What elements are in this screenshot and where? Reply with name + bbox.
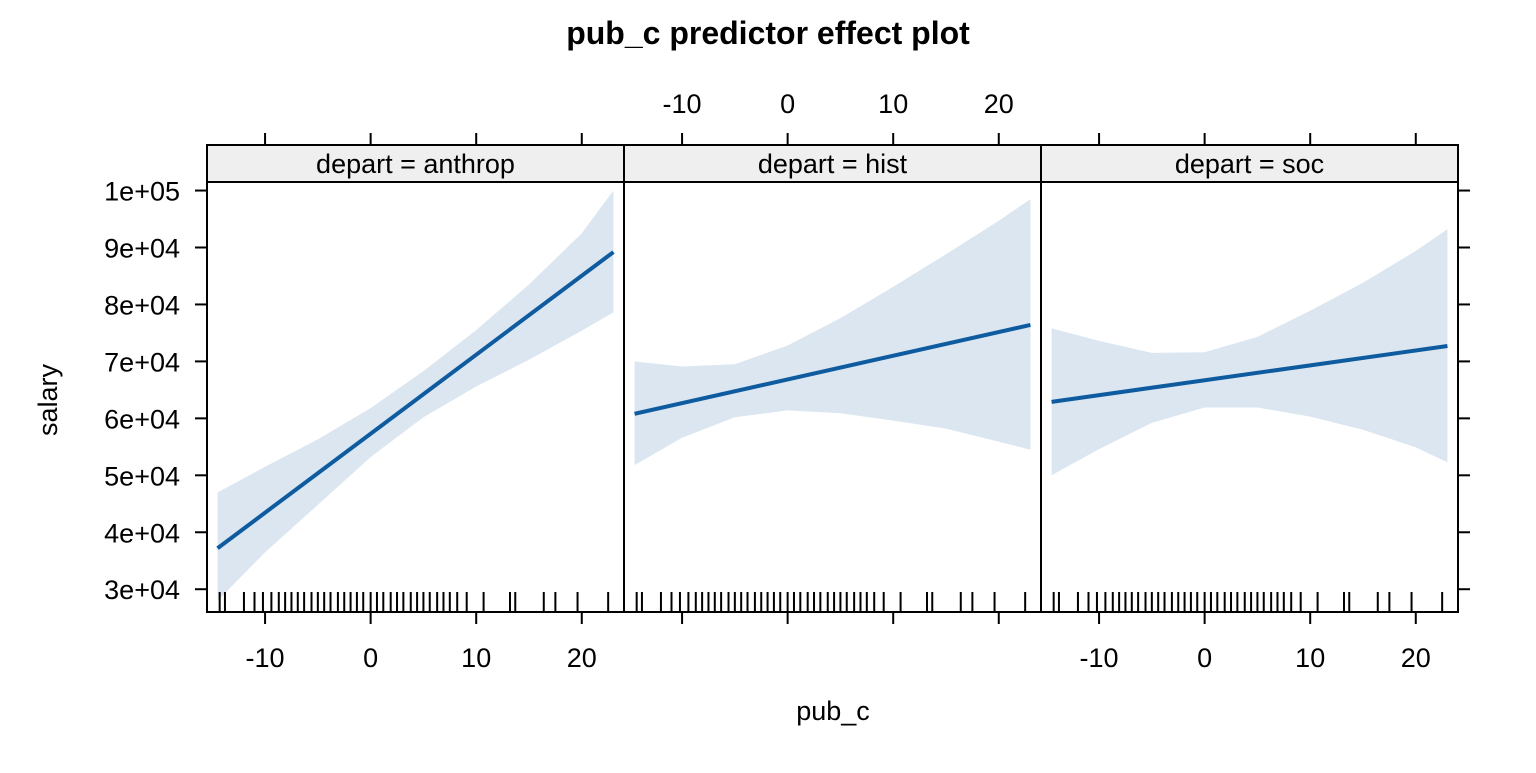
panel-3: depart = soc -10 0 10 20 xyxy=(1040,133,1459,673)
x-tick-label: -10 xyxy=(246,643,285,673)
strip-background xyxy=(206,144,625,183)
fit-line xyxy=(216,250,615,550)
confidence-band xyxy=(217,190,614,601)
strip-label: depart = soc xyxy=(1175,149,1324,179)
fit-line xyxy=(634,323,1031,416)
x-tick-label: 20 xyxy=(1401,643,1431,673)
fit-line xyxy=(1051,344,1448,404)
panels-layer: depart = anthrop -10 0 10 20 depart = hist -10… xyxy=(104,89,1470,673)
y-tick-label: 8e+04 xyxy=(104,290,180,320)
confidence-band xyxy=(634,199,1031,466)
y-tick-label: 1e+05 xyxy=(104,177,180,207)
y-tick-label: 4e+04 xyxy=(104,518,180,548)
panel-1: depart = anthrop -10 0 10 20 xyxy=(206,133,625,673)
x-tick-label: 10 xyxy=(461,643,491,673)
x-tick-label: 10 xyxy=(1295,643,1325,673)
y-tick-label: 5e+04 xyxy=(104,461,180,491)
x-tick-label: -10 xyxy=(1080,643,1119,673)
y-tick-label: 7e+04 xyxy=(104,347,180,377)
x-axis-label: pub_c xyxy=(796,696,870,726)
confidence-band xyxy=(1051,229,1448,476)
strip-label: depart = anthrop xyxy=(316,149,515,179)
strip-background xyxy=(1040,144,1459,183)
x-tick-label-top: 10 xyxy=(878,89,908,119)
panel-2: depart = hist -10 0 10 20 xyxy=(623,89,1042,624)
y-axis-label: salary xyxy=(33,363,63,436)
y-tick-label: 9e+04 xyxy=(104,233,180,263)
x-tick-label-top: 0 xyxy=(780,89,795,119)
panel-border xyxy=(1040,181,1459,613)
x-tick-label: 20 xyxy=(567,643,597,673)
y-tick-label: 3e+04 xyxy=(104,575,180,605)
strip-label: depart = hist xyxy=(758,149,908,179)
x-tick-label-top: 20 xyxy=(984,89,1014,119)
x-tick-label-top: -10 xyxy=(663,89,702,119)
y-axis: 3e+04 4e+04 5e+04 6e+04 7e+04 8e+04 9e+04 1e+05 xyxy=(104,177,1470,605)
x-tick-label: 0 xyxy=(363,643,378,673)
chart-title: pub_c predictor effect plot xyxy=(566,15,970,51)
x-tick-label: 0 xyxy=(1197,643,1212,673)
y-tick-label: 6e+04 xyxy=(104,404,180,434)
